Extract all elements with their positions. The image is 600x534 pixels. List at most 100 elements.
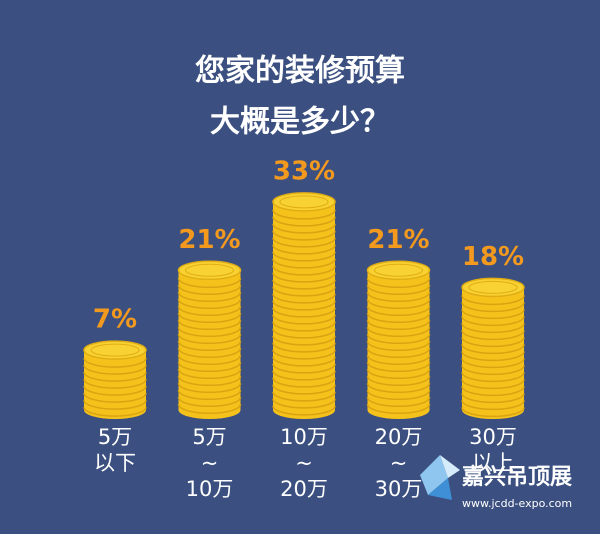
coin-edge bbox=[177, 306, 242, 317]
coin-edge bbox=[272, 265, 336, 276]
coin-edge bbox=[272, 230, 336, 241]
coin-edge bbox=[83, 399, 147, 410]
coin-stack bbox=[272, 192, 336, 419]
coin-edge bbox=[366, 334, 431, 345]
coin-edge bbox=[272, 405, 336, 416]
coin-edge bbox=[272, 216, 336, 227]
x-tick-label: 5万 bbox=[98, 425, 132, 449]
coin-edge bbox=[83, 406, 147, 417]
coin-edge bbox=[461, 407, 525, 418]
coin-edge bbox=[177, 390, 242, 401]
x-tick-label: 以上 bbox=[472, 451, 514, 475]
coin-top-inner bbox=[185, 263, 234, 277]
coin-edge bbox=[272, 398, 336, 409]
x-tick-label: 5万 bbox=[192, 425, 226, 449]
coin-edge bbox=[461, 330, 525, 341]
coin-edge bbox=[366, 327, 431, 338]
coin-edge bbox=[461, 316, 525, 327]
coin-stack bbox=[366, 260, 431, 419]
coin-edge bbox=[366, 383, 431, 394]
coin-edge bbox=[366, 320, 431, 331]
coin-top-inner bbox=[468, 280, 518, 294]
watermark-url: www.jcdd-expo.com bbox=[462, 497, 572, 510]
coin-stack bbox=[177, 260, 242, 419]
coin-edge bbox=[461, 351, 525, 362]
coin-edge bbox=[366, 355, 431, 366]
coin-edge bbox=[366, 306, 431, 317]
coin-edge bbox=[177, 376, 242, 387]
coin-edge bbox=[272, 384, 336, 395]
coin-edge bbox=[272, 391, 336, 402]
coin-edge bbox=[366, 292, 431, 303]
coin-edge bbox=[272, 321, 336, 332]
coin-edge bbox=[461, 358, 525, 369]
coin-edge bbox=[461, 365, 525, 376]
coin-edge bbox=[272, 209, 336, 220]
x-tick-label: 20万 bbox=[280, 477, 328, 501]
value-label: 18% bbox=[462, 242, 524, 272]
coin-edge bbox=[366, 299, 431, 310]
coin-edge bbox=[461, 323, 525, 334]
coin-edge bbox=[83, 364, 147, 375]
coin-edge bbox=[177, 313, 242, 324]
coin-edge bbox=[177, 383, 242, 394]
coin-edge bbox=[272, 279, 336, 290]
coin-stack bbox=[461, 277, 525, 419]
coin-edge bbox=[366, 397, 431, 408]
coin-edge bbox=[177, 362, 242, 373]
coin-edge bbox=[177, 397, 242, 408]
coin-edge bbox=[272, 314, 336, 325]
coin-edge bbox=[272, 328, 336, 339]
coin-edge bbox=[177, 320, 242, 331]
watermark-logo bbox=[420, 455, 460, 500]
x-tick-label: 10万 bbox=[280, 425, 328, 449]
coin-edge bbox=[272, 286, 336, 297]
coin-edge bbox=[461, 302, 525, 313]
coin-edge bbox=[366, 362, 431, 373]
coin-edge bbox=[366, 390, 431, 401]
value-label: 7% bbox=[93, 305, 137, 335]
coin-edge bbox=[366, 369, 431, 380]
coin-edge bbox=[366, 313, 431, 324]
coin-edge bbox=[461, 386, 525, 397]
coin-body bbox=[462, 287, 524, 410]
coin-edge bbox=[177, 348, 242, 359]
coin-edge bbox=[272, 363, 336, 374]
coin-top-inner bbox=[279, 195, 329, 209]
chart-title: 大概是多少？ bbox=[210, 105, 390, 140]
value-label: 21% bbox=[178, 225, 240, 255]
coin-edge bbox=[177, 292, 242, 303]
x-tick-label: 20万 bbox=[375, 425, 423, 449]
coin-edge bbox=[366, 404, 431, 415]
coin-edge bbox=[272, 244, 336, 255]
coin-edge bbox=[177, 369, 242, 380]
coin-bottom bbox=[273, 401, 335, 419]
coin-edge bbox=[177, 355, 242, 366]
coin-edge bbox=[83, 378, 147, 389]
coin-body bbox=[273, 201, 335, 410]
coin-edge bbox=[177, 278, 242, 289]
coin-edge bbox=[272, 349, 336, 360]
watermark-name: 嘉兴吊顶展 bbox=[462, 465, 572, 490]
coin-edge bbox=[83, 357, 147, 368]
value-label: 33% bbox=[273, 156, 335, 186]
x-tick-label: 10万 bbox=[186, 477, 234, 501]
coin-edge bbox=[272, 356, 336, 367]
coin-edge bbox=[272, 237, 336, 248]
x-tick-label: 以下 bbox=[94, 451, 136, 475]
coin-stack bbox=[83, 340, 147, 419]
coin-edge bbox=[461, 344, 525, 355]
coin-edge bbox=[177, 299, 242, 310]
x-tick-label: 30万 bbox=[375, 477, 423, 501]
x-tick-label: ~ bbox=[201, 451, 219, 475]
coin-edge bbox=[272, 307, 336, 318]
coin-edge bbox=[83, 371, 147, 382]
coin-edge bbox=[272, 293, 336, 304]
coin-edge bbox=[366, 278, 431, 289]
coin-edge bbox=[272, 370, 336, 381]
coin-top-inner bbox=[90, 343, 140, 357]
coin-edge bbox=[461, 295, 525, 306]
chart-title: 您家的装修预算 bbox=[195, 54, 405, 89]
coin-edge bbox=[272, 377, 336, 388]
